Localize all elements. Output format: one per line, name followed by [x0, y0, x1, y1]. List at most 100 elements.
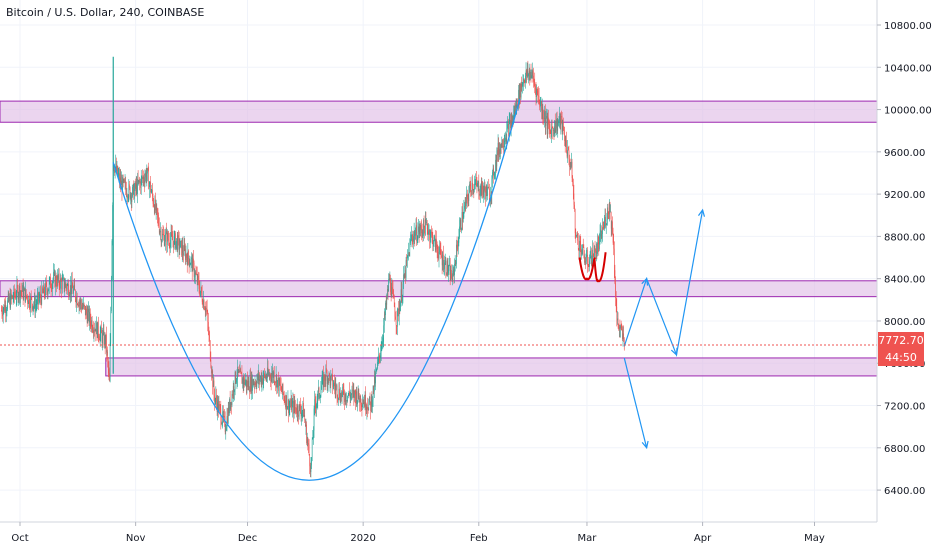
candle-body: [424, 227, 426, 236]
candle-body: [422, 232, 424, 236]
candle-body: [78, 304, 79, 307]
candle-body: [342, 386, 344, 392]
candle-body: [434, 235, 435, 238]
candle-body: [545, 112, 546, 126]
candle-body: [162, 233, 163, 241]
candle-body: [419, 230, 421, 235]
candle-body: [613, 242, 614, 249]
candle-body: [12, 298, 14, 300]
candle-body: [454, 263, 455, 276]
time-axis-background[interactable]: [0, 522, 932, 550]
candle-body: [594, 246, 596, 249]
candle-body: [571, 161, 572, 167]
candle-body: [564, 140, 566, 146]
candle-body: [515, 104, 517, 108]
candle-body: [436, 239, 437, 248]
candle-body: [37, 296, 38, 304]
candle-body: [519, 84, 521, 102]
candle-body: [609, 202, 610, 215]
candle-body: [526, 70, 527, 77]
candle-body: [582, 244, 584, 248]
candle-body: [556, 118, 557, 129]
candle-body: [421, 228, 422, 234]
candle-body: [517, 99, 518, 108]
candle-body: [147, 168, 148, 174]
candle-body: [396, 325, 398, 327]
candle-body: [385, 302, 387, 305]
candle-body: [221, 422, 222, 424]
candle-body: [170, 232, 172, 240]
candle-body: [460, 219, 462, 230]
candle-body: [52, 283, 53, 290]
candle-body: [431, 233, 433, 235]
candle-body: [377, 361, 378, 369]
candle-body: [595, 251, 597, 259]
candle-body: [115, 163, 117, 168]
candle-body: [247, 380, 248, 387]
candle-body: [474, 184, 475, 190]
candle-body: [181, 240, 182, 256]
candle-body: [328, 373, 330, 384]
candle-body: [480, 185, 481, 195]
candle-body: [536, 88, 538, 91]
candle-body: [92, 329, 94, 331]
candle-body: [360, 395, 361, 405]
candle-body: [163, 234, 164, 236]
candle-body: [592, 249, 594, 257]
candle-body: [551, 127, 552, 138]
candle-body: [280, 385, 282, 390]
candle-body: [160, 230, 162, 243]
candle-body: [167, 232, 168, 245]
candle-body: [352, 389, 354, 391]
price-axis-background[interactable]: [877, 0, 932, 522]
candle-body: [38, 298, 40, 301]
candle-body: [81, 304, 82, 310]
candle-body: [250, 375, 252, 392]
candle-body: [7, 300, 8, 310]
candle-body: [127, 195, 128, 199]
candle-body: [321, 385, 322, 390]
candle-body: [524, 81, 526, 83]
candle-body: [432, 234, 434, 247]
candle-body: [554, 120, 556, 133]
candle-body: [584, 261, 586, 263]
candle-body: [176, 238, 178, 251]
candle-body: [617, 318, 619, 324]
chart-title: Bitcoin / U.S. Dollar, 240, COINBASE: [6, 6, 205, 19]
candle-body: [129, 187, 131, 199]
candle-body: [281, 389, 283, 392]
candle-body: [357, 400, 358, 405]
candle-body: [3, 304, 5, 310]
candle-body: [172, 234, 173, 240]
candle-body: [363, 401, 365, 404]
candle-body: [167, 232, 169, 240]
candle-body: [165, 231, 167, 234]
candle-body: [9, 296, 11, 308]
candle-body: [256, 379, 258, 387]
candle-body: [354, 390, 355, 398]
projection-up-arrow: [623, 209, 704, 357]
candle-body: [293, 400, 294, 414]
candle-body: [371, 396, 373, 407]
candle-body: [464, 206, 465, 209]
candle-body: [359, 395, 361, 403]
candle-body: [332, 375, 333, 388]
candle-body: [355, 394, 356, 403]
candle-body: [23, 290, 25, 299]
candle-body: [305, 424, 307, 427]
price-tick-label: 10000.00: [884, 106, 932, 117]
candle-body: [526, 69, 528, 77]
candle-body: [87, 312, 89, 323]
candle-body: [283, 393, 284, 396]
candle-body: [175, 233, 176, 249]
candle-body: [280, 384, 281, 386]
candle-body: [123, 179, 125, 182]
candle-body: [203, 300, 205, 310]
candle-body: [70, 285, 71, 295]
candle-body: [97, 322, 99, 338]
candle-body: [197, 275, 199, 283]
candle-body: [477, 182, 479, 184]
candle-body: [96, 322, 97, 335]
candle-body: [148, 170, 149, 190]
